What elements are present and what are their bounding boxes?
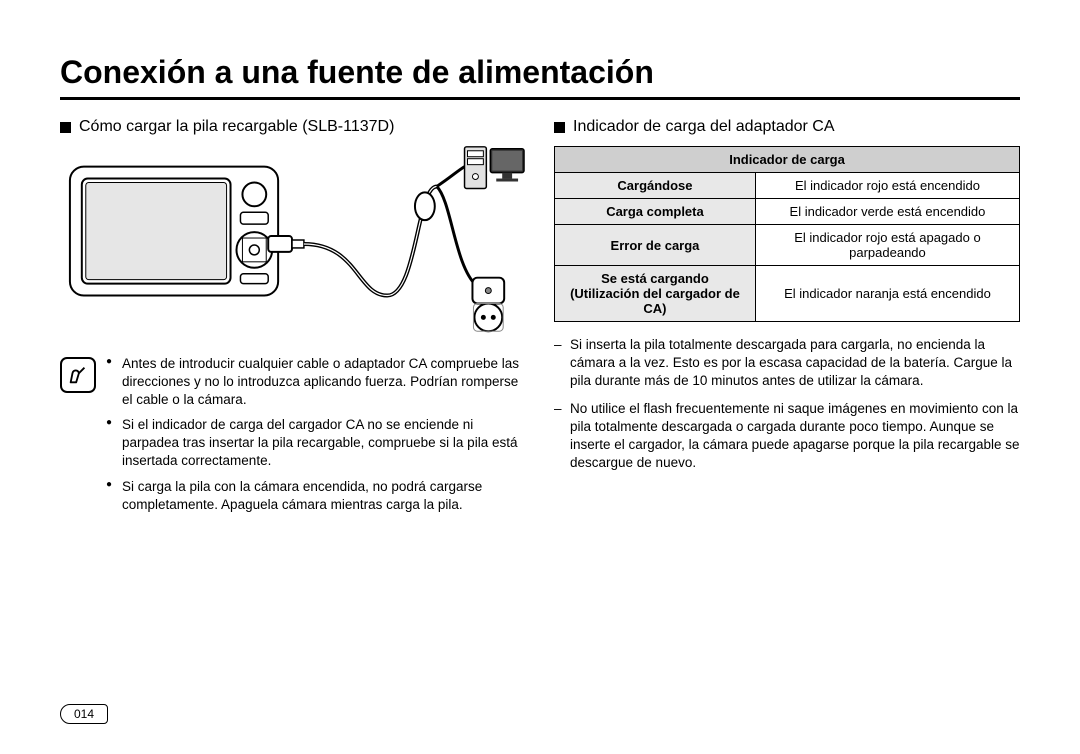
warning-item: Si inserta la pila totalmente descargada… (554, 336, 1020, 390)
square-bullet-icon (60, 122, 71, 133)
row-val: El indicador rojo está encendido (755, 173, 1019, 199)
warning-item: No utilice el flash frecuentemente ni sa… (554, 400, 1020, 472)
table-row: Cargándose El indicador rojo está encend… (555, 173, 1020, 199)
warnings-list: Si inserta la pila totalmente descargada… (554, 336, 1020, 473)
right-heading: Indicador de carga del adaptador CA (554, 118, 1020, 136)
row-key: Cargándose (555, 173, 756, 199)
table-row: Error de carga El indicador rojo está ap… (555, 225, 1020, 266)
right-heading-text: Indicador de carga del adaptador CA (573, 118, 835, 136)
left-heading: Cómo cargar la pila recargable (SLB-1137… (60, 118, 526, 136)
manual-page: Conexión a una fuente de alimentación Có… (0, 0, 1080, 754)
table-row: Se está cargando (Utilización del cargad… (555, 266, 1020, 322)
note-item: Antes de introducir cualquier cable o ad… (106, 355, 526, 408)
square-bullet-icon (554, 122, 565, 133)
row-val: El indicador naranja está encendido (755, 266, 1019, 322)
row-val: El indicador rojo está apagado o parpade… (755, 225, 1019, 266)
row-val: El indicador verde está encendido (755, 199, 1019, 225)
two-column-layout: Cómo cargar la pila recargable (SLB-1137… (60, 118, 1020, 522)
indicator-table: Indicador de carga Cargándose El indicad… (554, 146, 1020, 322)
notes-list: Antes de introducir cualquier cable o ad… (106, 355, 526, 522)
note-box: Antes de introducir cualquier cable o ad… (60, 355, 526, 522)
table-row: Carga completa El indicador verde está e… (555, 199, 1020, 225)
row-key: Se está cargando (Utilización del cargad… (555, 266, 756, 322)
left-heading-text: Cómo cargar la pila recargable (SLB-1137… (79, 118, 394, 136)
page-title: Conexión a una fuente de alimentación (60, 54, 1020, 100)
note-icon (60, 357, 96, 393)
charging-diagram (60, 146, 526, 336)
row-key: Error de carga (555, 225, 756, 266)
row-key: Carga completa (555, 199, 756, 225)
note-item: Si el indicador de carga del cargador CA… (106, 416, 526, 469)
table-header: Indicador de carga (555, 147, 1020, 173)
left-column: Cómo cargar la pila recargable (SLB-1137… (60, 118, 526, 522)
right-column: Indicador de carga del adaptador CA Indi… (554, 118, 1020, 522)
note-item: Si carga la pila con la cámara encendida… (106, 478, 526, 514)
page-number: 014 (60, 704, 108, 724)
